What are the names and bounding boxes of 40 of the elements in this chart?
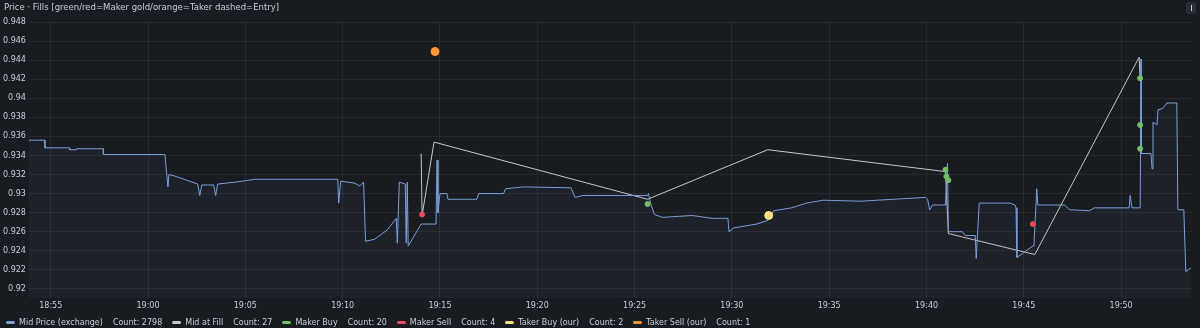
y-tick-label: 0.928 [3, 207, 26, 217]
y-tick-label: 0.948 [3, 17, 26, 27]
y-tick-label: 0.936 [3, 131, 26, 141]
legend-label: Maker Buy [295, 317, 338, 327]
y-tick-label: 0.926 [3, 226, 26, 236]
y-tick-label: 0.938 [3, 112, 26, 122]
legend-label: Maker Sell [409, 317, 452, 327]
y-tick-label: 0.94 [8, 93, 26, 103]
x-tick-label: 19:40 [915, 301, 939, 311]
x-tick-label: 19:15 [428, 301, 452, 311]
y-tick-label: 0.944 [3, 55, 26, 65]
text: Count: 2 [589, 317, 624, 327]
text: Count: 27 [233, 317, 273, 327]
legend-label: Taker Buy (our) [518, 317, 580, 327]
legend-label: Mid Price (exchange) [19, 317, 103, 327]
x-tick-label: 19:20 [525, 301, 549, 311]
y-tick-label: 0.924 [3, 245, 26, 255]
y-tick-label: 0.93 [8, 188, 26, 198]
y-tick-label: 0.932 [3, 169, 26, 179]
x-tick-label: 19:25 [623, 301, 647, 311]
x-tick-label: 19:35 [817, 301, 841, 311]
y-tick-label: 0.92 [8, 283, 26, 293]
y-tick-label: 0.942 [3, 74, 26, 84]
x-tick-label: 19:05 [233, 301, 257, 311]
x-tick-label: 18:55 [39, 301, 63, 311]
chart-title: Price · Fills [green/red=Maker gold/orange=Taker dashed=Entry] [3, 1, 281, 14]
legend-label: Mid at Fill [185, 317, 224, 327]
text: Count: 20 [347, 317, 387, 327]
legend-label: Taker Sell (our) [646, 317, 707, 327]
x-tick-label: 19:45 [1012, 301, 1036, 311]
text: Count: 4 [461, 317, 496, 327]
x-tick-label: 19:30 [720, 301, 744, 311]
text: Count: 2798 [112, 317, 163, 327]
y-tick-label: 0.946 [3, 36, 26, 46]
x-tick-label: 19:10 [331, 301, 355, 311]
y-tick-label: 0.934 [3, 150, 26, 160]
x-tick-label: 19:50 [1109, 301, 1133, 311]
x-tick-label: 19:00 [136, 301, 160, 311]
text: Count: 1 [716, 317, 751, 327]
y-tick-label: 0.922 [3, 264, 26, 274]
